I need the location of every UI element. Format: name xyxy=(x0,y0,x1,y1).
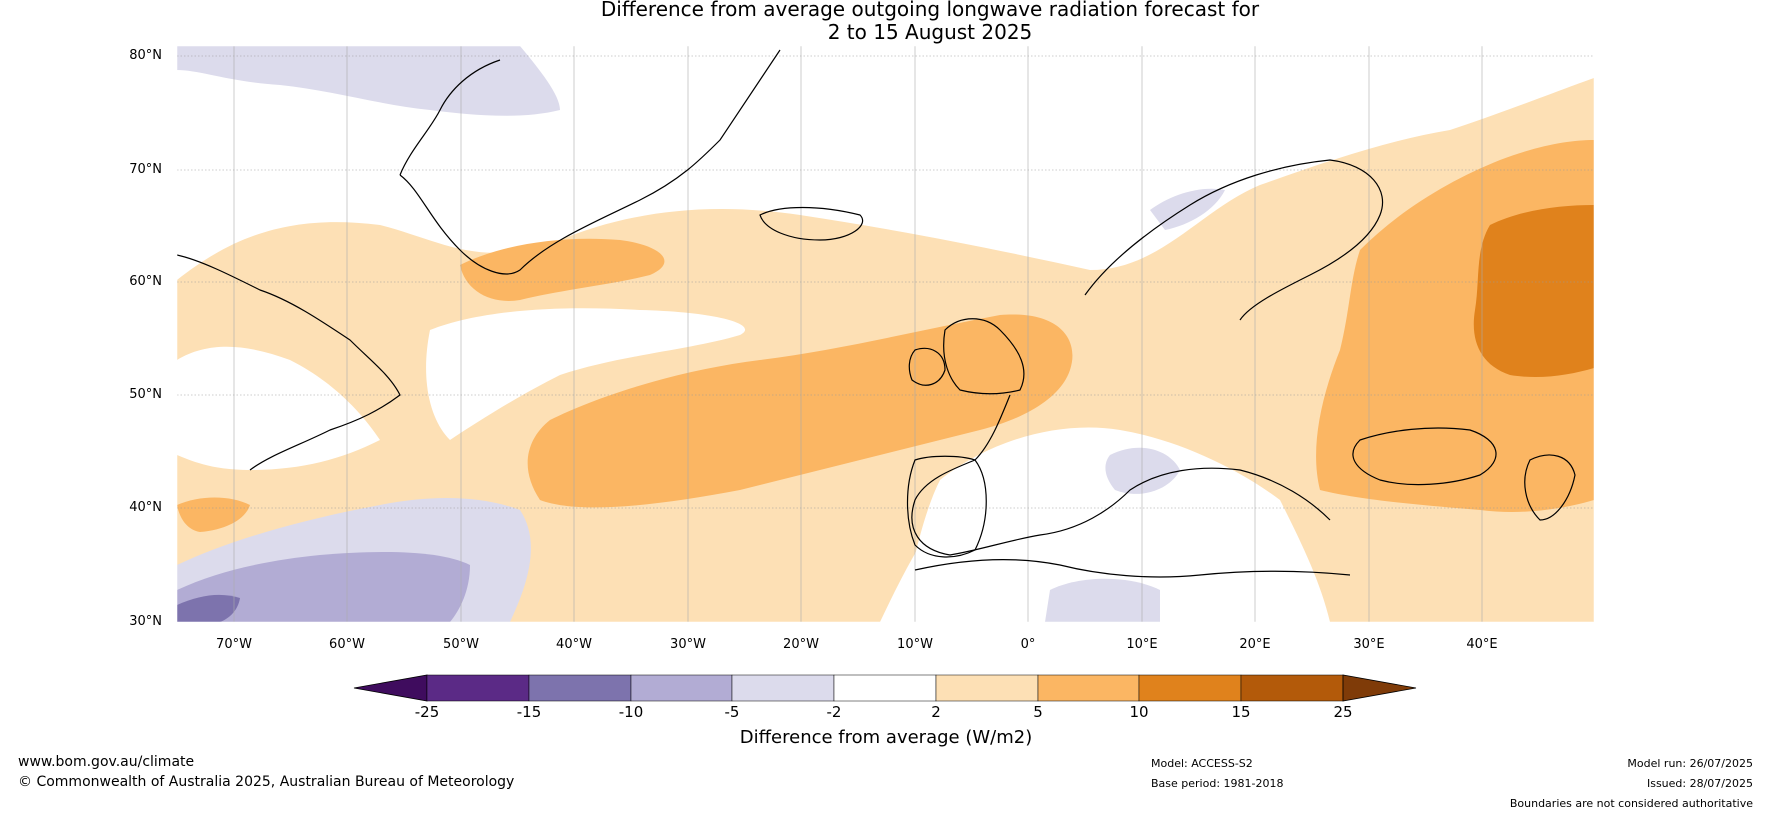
map-title: Difference from average outgoing longwav… xyxy=(0,0,1770,44)
map-frame xyxy=(176,45,1595,623)
footer-disclaimer: Boundaries are not considered authoritat… xyxy=(1509,797,1753,810)
colorbar-tick: -5 xyxy=(724,703,740,721)
colorbar-tick: 5 xyxy=(1033,703,1043,721)
coastlines xyxy=(177,49,1576,578)
colorbar-bin-neg10-neg5 xyxy=(630,674,733,702)
colorbar-bin-neg15-neg10 xyxy=(528,674,632,702)
title-line-2: 2 to 15 August 2025 xyxy=(827,20,1033,44)
colorbar-extend-high xyxy=(1342,674,1417,702)
colorbar-tick: -15 xyxy=(516,703,542,721)
colorbar-bin-15-25 xyxy=(1240,674,1344,702)
colorbar-bin-neg2-2 xyxy=(833,674,937,702)
lon-label: 20°E xyxy=(1239,637,1271,652)
colorbar-tick: 2 xyxy=(931,703,941,721)
greenland-coast xyxy=(399,49,781,275)
colorbar-tick: 25 xyxy=(1333,703,1353,721)
footer-base-period: Base period: 1981-2018 xyxy=(1151,777,1284,790)
iceland-coast xyxy=(759,206,864,241)
lon-label: 10°W xyxy=(897,637,933,652)
black-sea-coast xyxy=(1352,427,1497,486)
colorbar-tick: 15 xyxy=(1231,703,1251,721)
graticule xyxy=(177,55,1594,509)
lon-label: 10°E xyxy=(1126,637,1158,652)
anomaly-region-5-to-10-gibraltar xyxy=(177,497,250,532)
anomaly-region-neg10-to-neg15-southwest xyxy=(177,594,240,622)
colorbar xyxy=(353,674,1417,702)
anomaly-region-neg2-to-neg5-northwest xyxy=(177,46,560,116)
ireland-coast xyxy=(908,347,946,386)
anomaly-region-neg2-to-neg5-scandinavia xyxy=(1150,188,1225,230)
lat-label: 30°N xyxy=(129,614,162,629)
anomaly-region-neg2-to-neg5-adriatic xyxy=(1105,447,1180,494)
colorbar-tick: -10 xyxy=(618,703,644,721)
scandinavia-coast xyxy=(1084,159,1384,321)
anomaly-region-5-to-10-atlantic xyxy=(527,314,1073,508)
footer-issued: Issued: 28/07/2025 xyxy=(1646,777,1753,790)
lon-label: 60°W xyxy=(329,637,365,652)
neutral-region-atlantic xyxy=(426,308,746,440)
footer-model-run: Model run: 26/07/2025 xyxy=(1627,757,1753,770)
europe-south-coast xyxy=(911,394,1331,556)
lat-label: 40°N xyxy=(129,500,162,515)
anomaly-region-neg2-to-neg5-africa xyxy=(1045,578,1160,622)
lon-label: 30°E xyxy=(1353,637,1385,652)
neutral-region-labrador xyxy=(177,346,380,470)
colorbar-tick: 10 xyxy=(1129,703,1149,721)
footer-copyright: © Commonwealth of Australia 2025, Austra… xyxy=(18,774,515,790)
lon-label: 40°E xyxy=(1466,637,1498,652)
colorbar-bin-neg25-neg15 xyxy=(426,674,530,702)
greenland-coast-west xyxy=(399,59,501,176)
lat-label: 50°N xyxy=(129,387,162,402)
lon-label: 0° xyxy=(1020,637,1036,652)
labrador-coast xyxy=(177,254,401,471)
lat-label: 60°N xyxy=(129,274,162,289)
lon-label: 40°W xyxy=(556,637,592,652)
meridians xyxy=(233,46,1483,622)
footer-url[interactable]: www.bom.gov.au/climate xyxy=(18,754,195,770)
iberia-coast xyxy=(906,455,987,558)
britain-coast xyxy=(943,318,1025,395)
anomaly-field xyxy=(177,46,1594,622)
lon-label: 70°W xyxy=(216,637,252,652)
colorbar-bin-2-5 xyxy=(935,674,1039,702)
anomaly-region-5-to-10-greenland xyxy=(460,238,665,301)
footer-model: Model: ACCESS-S2 xyxy=(1151,757,1253,770)
title-line-1: Difference from average outgoing longwav… xyxy=(600,0,1260,21)
lon-label: 20°W xyxy=(783,637,819,652)
colorbar-title: Difference from average (W/m2) xyxy=(739,727,1033,748)
colorbar-bin-10-15 xyxy=(1138,674,1242,702)
caspian-coast xyxy=(1524,454,1576,521)
colorbar-bin-neg5-neg2 xyxy=(731,674,835,702)
lon-label: 30°W xyxy=(670,637,706,652)
lat-label: 70°N xyxy=(129,162,162,177)
north-africa-coast xyxy=(914,558,1351,578)
lon-label: 50°W xyxy=(443,637,479,652)
anomaly-region-10-to-15-russia xyxy=(1473,205,1594,378)
anomaly-region-neg5-to-neg10-southwest xyxy=(177,552,470,622)
colorbar-tick: -25 xyxy=(414,703,440,721)
colorbar-bin-5-10 xyxy=(1037,674,1140,702)
colorbar-tick: -2 xyxy=(826,703,842,721)
colorbar-extend-low xyxy=(353,674,428,702)
lat-label: 80°N xyxy=(129,48,162,63)
